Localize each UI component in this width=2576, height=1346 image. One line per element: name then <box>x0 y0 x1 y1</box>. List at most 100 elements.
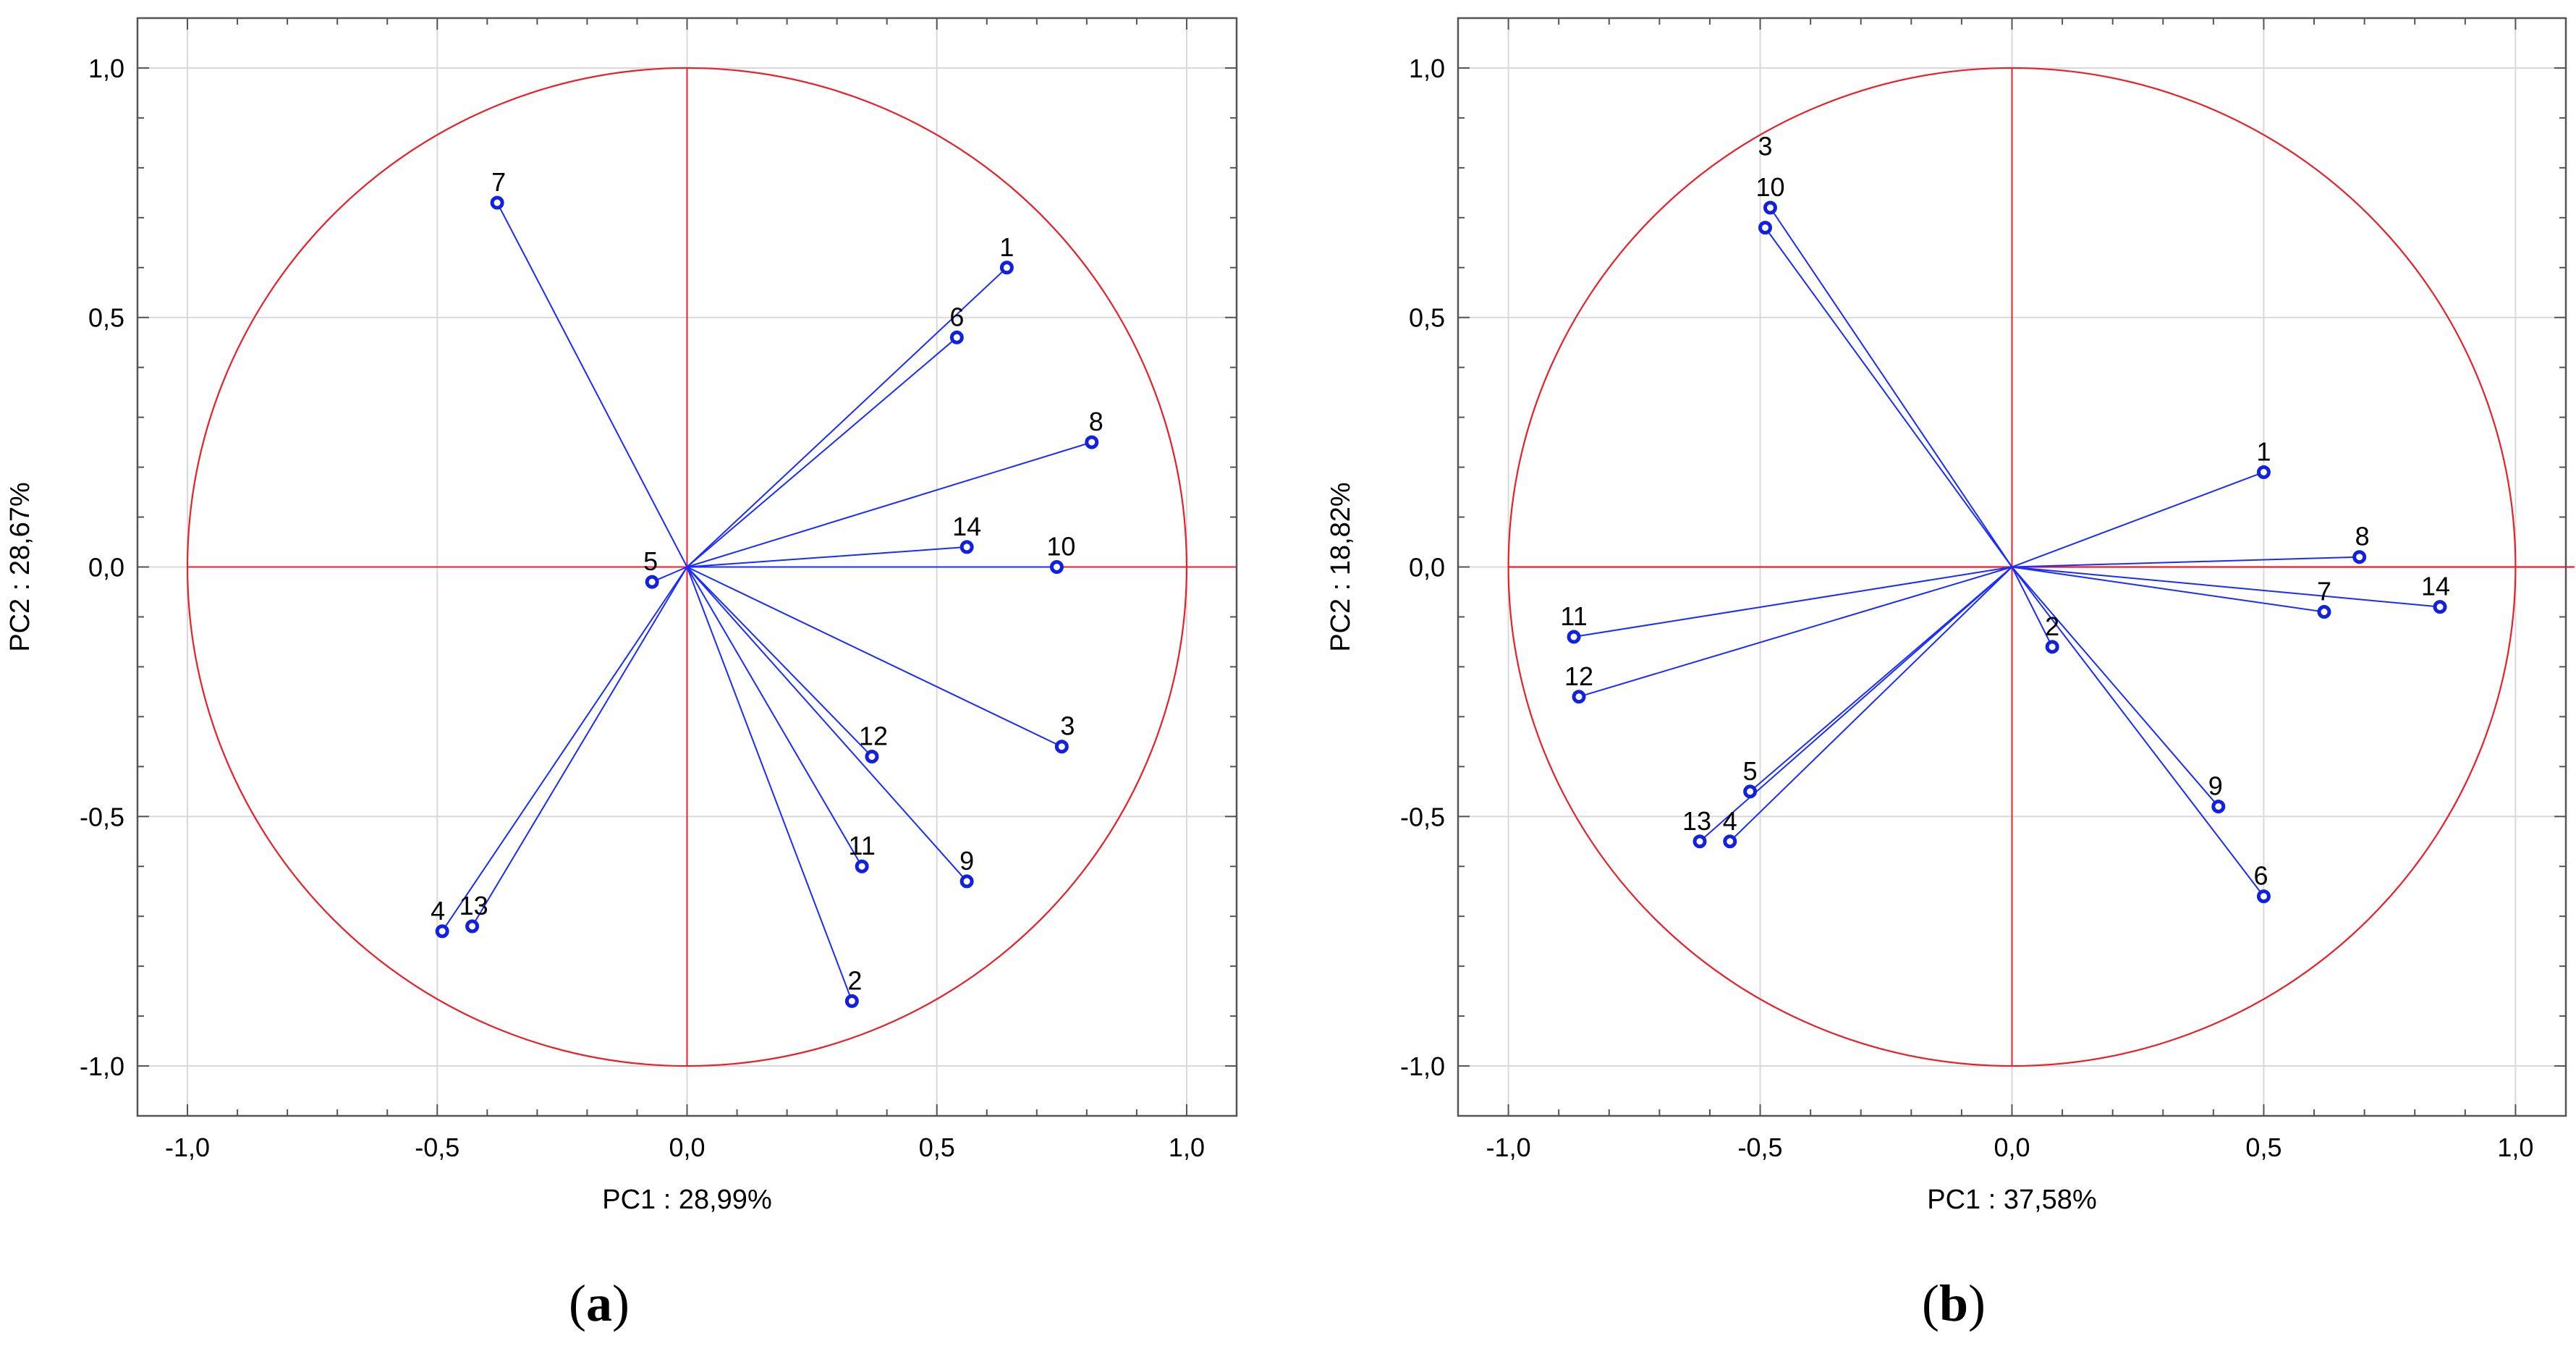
point-1 <box>2256 465 2271 479</box>
plot-frame <box>1457 17 2567 1117</box>
tick-labels: -1,0 -0,5 0,0 0,5 1,0 -1,0 -0,5 0,0 0,5 1,0 <box>1400 54 2533 1162</box>
point-10 <box>1763 200 1777 215</box>
vector-6 <box>686 336 957 568</box>
loading-points <box>1567 200 2447 904</box>
point-label-5: 5 <box>1743 756 1758 786</box>
vector-8 <box>687 441 1093 568</box>
point-13 <box>465 919 480 934</box>
x-tick-label: 1,0 <box>1169 1133 1205 1162</box>
x-tick-label: 0,5 <box>919 1133 955 1162</box>
point-1 <box>999 261 1014 275</box>
plot-frame <box>136 17 1238 1117</box>
x-axis-title: PC1 : 28,99% <box>602 1185 771 1215</box>
vector-1 <box>2012 471 2264 568</box>
y-tick-label: 0,5 <box>88 303 124 333</box>
y-tick-label: 0,5 <box>1409 303 1445 333</box>
point-7 <box>2317 605 2331 619</box>
minor-ticks <box>1458 18 2566 1116</box>
vector-1 <box>686 267 1008 568</box>
x-tick-label: -1,0 <box>165 1133 210 1162</box>
vector-7 <box>496 202 688 567</box>
y-tick-label: 0,0 <box>1409 553 1445 583</box>
point-label-10: 10 <box>1755 172 1784 202</box>
x-tick-label: 0,5 <box>2245 1133 2281 1162</box>
point-label-7: 7 <box>2317 577 2331 606</box>
vector-9 <box>686 566 967 882</box>
point-7 <box>490 195 504 210</box>
x-tick-label: -0,5 <box>415 1133 459 1162</box>
point-label-11: 11 <box>1560 601 1587 631</box>
vector-6 <box>2011 566 2265 897</box>
point-label-5: 5 <box>643 546 658 576</box>
vector-10 <box>1769 207 2013 568</box>
point-12 <box>865 750 879 764</box>
point-9 <box>2211 799 2226 813</box>
vector-12 <box>1578 566 2012 698</box>
vector-14 <box>687 546 967 568</box>
point-10 <box>1049 560 1064 574</box>
vector-2 <box>686 567 853 1002</box>
panel-label: (a) <box>569 1274 630 1332</box>
point-label-9: 9 <box>2208 771 2223 800</box>
x-tick-label: -0,5 <box>1738 1133 1783 1162</box>
point-label-13: 13 <box>459 891 488 920</box>
loading-vectors <box>1573 207 2441 897</box>
point-label-14: 14 <box>952 512 981 541</box>
point-8 <box>1085 435 1099 449</box>
loading-points <box>435 195 1099 1008</box>
point-label-14: 14 <box>2421 572 2450 601</box>
point-label-6: 6 <box>2253 861 2268 891</box>
y-tick-label: -0,5 <box>1400 802 1445 831</box>
point-label-12: 12 <box>859 721 888 751</box>
vector-11 <box>1573 566 2012 638</box>
x-tick-label: 0,0 <box>669 1133 705 1162</box>
point-label-4: 4 <box>1723 806 1737 836</box>
vector-14 <box>2012 566 2441 608</box>
vector-9 <box>2011 566 2219 808</box>
vector-3 <box>687 566 1062 748</box>
point-14 <box>959 540 974 554</box>
y-tick-label: 1,0 <box>1409 54 1445 83</box>
point-9 <box>959 874 974 889</box>
point-label-11: 11 <box>848 831 875 860</box>
y-tick-label: 0,0 <box>88 553 124 583</box>
point-label-13: 13 <box>1682 806 1711 836</box>
panel-label: (b) <box>1922 1274 1986 1332</box>
x-tick-label: 1,0 <box>2497 1133 2533 1162</box>
point-label-1: 1 <box>2256 436 2271 466</box>
point-4 <box>1723 834 1737 849</box>
point-14 <box>2433 600 2447 614</box>
y-tick-label: -1,0 <box>80 1051 124 1081</box>
vector-2 <box>2011 567 2054 648</box>
minor-ticks <box>137 18 1237 1116</box>
point-label-12: 12 <box>1564 661 1593 691</box>
vector-4 <box>441 566 688 932</box>
point-3 <box>1054 740 1069 754</box>
point-5 <box>1743 784 1758 799</box>
point-label-4: 4 <box>431 896 445 926</box>
point-label-10: 10 <box>1046 532 1075 562</box>
point-label-8: 8 <box>2355 522 2370 551</box>
point-8 <box>2352 550 2367 564</box>
tick-labels: -1,0 -0,5 0,0 0,5 1,0 -1,0 -0,5 0,0 0,5 1,0 <box>80 54 1205 1162</box>
point-2 <box>2045 640 2059 654</box>
vector-12 <box>686 566 873 758</box>
vector-13 <box>471 566 688 927</box>
vector-3 <box>1764 227 2013 568</box>
y-tick-label: -1,0 <box>1400 1051 1445 1081</box>
point-3 <box>1758 221 1773 235</box>
y-tick-label: -0,5 <box>80 802 124 831</box>
point-label-1: 1 <box>999 232 1014 262</box>
point-4 <box>435 924 449 939</box>
point-label-3: 3 <box>1060 711 1075 741</box>
vector-11 <box>686 566 863 867</box>
point-label-6: 6 <box>949 302 964 331</box>
vector-4 <box>1729 566 2013 842</box>
x-tick-label: -1,0 <box>1486 1133 1531 1162</box>
point-13 <box>1692 834 1707 849</box>
